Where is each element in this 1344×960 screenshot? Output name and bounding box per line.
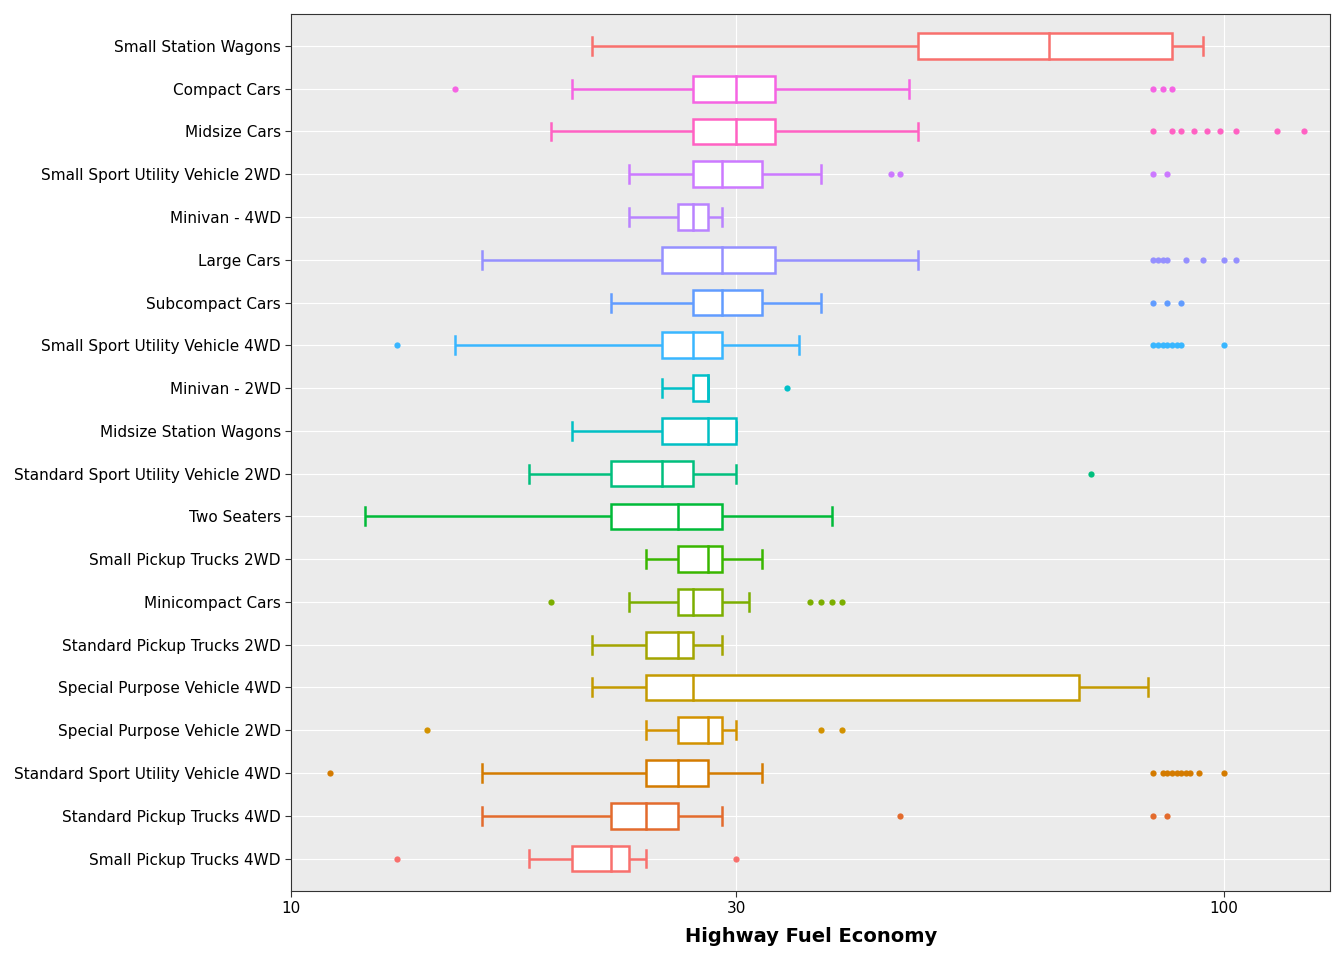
Bar: [663, 418, 737, 444]
Bar: [694, 119, 774, 144]
X-axis label: Highway Fuel Economy: Highway Fuel Economy: [684, 927, 937, 947]
Bar: [694, 76, 774, 102]
Bar: [694, 375, 708, 401]
Bar: [679, 546, 723, 572]
Bar: [610, 803, 679, 828]
Bar: [645, 675, 1079, 700]
Bar: [918, 34, 1172, 59]
Bar: [663, 247, 774, 273]
Bar: [573, 846, 629, 872]
Bar: [679, 589, 723, 614]
Bar: [694, 161, 762, 187]
Bar: [610, 461, 694, 487]
Bar: [694, 290, 762, 316]
Bar: [663, 332, 723, 358]
Bar: [679, 204, 708, 229]
Bar: [645, 760, 708, 786]
Bar: [679, 717, 723, 743]
Bar: [610, 504, 723, 529]
Bar: [645, 632, 694, 658]
